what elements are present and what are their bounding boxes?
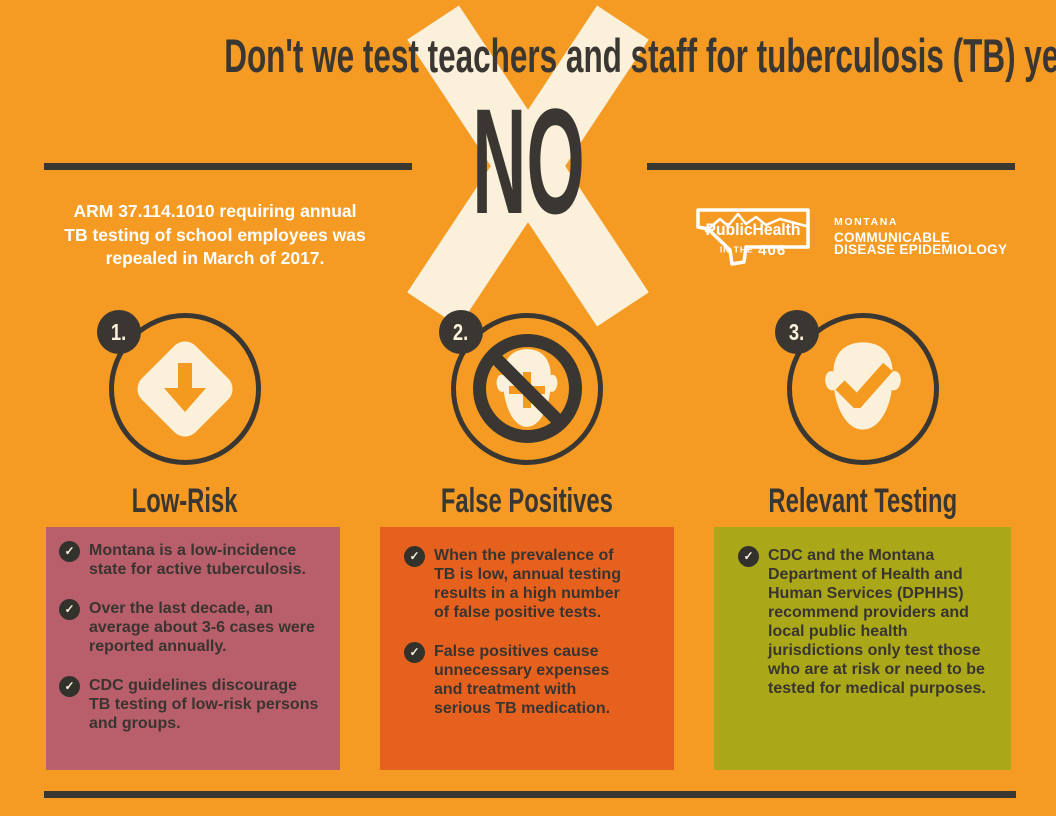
list-item-text: When the prevalence of TB is low, annual… bbox=[434, 547, 621, 621]
section-label: Low-Risk bbox=[132, 482, 238, 520]
list-item-text: CDC guidelines discourage TB testing of … bbox=[89, 677, 319, 732]
false-positives-box: ✓ When the prevalence of TB is low, annu… bbox=[380, 527, 674, 770]
circle-frame bbox=[451, 313, 603, 465]
check-circle-icon: ✓ bbox=[59, 599, 80, 620]
section-low-risk: 1. Low-Risk bbox=[65, 300, 305, 540]
list-item-text: CDC and the Montana Department of Health… bbox=[768, 547, 986, 697]
repeal-note-line: repealed in March of 2017. bbox=[105, 248, 325, 268]
check-circle-icon: ✓ bbox=[404, 546, 425, 567]
check-circle-icon: ✓ bbox=[404, 642, 425, 663]
check-circle-icon: ✓ bbox=[59, 676, 80, 697]
section-number-badge: 2. bbox=[439, 310, 483, 354]
section-number-badge: 3. bbox=[775, 310, 819, 354]
check-circle-icon: ✓ bbox=[738, 546, 759, 567]
list-item: ✓ CDC guidelines discourage TB testing o… bbox=[59, 676, 320, 733]
repeal-note-line: ARM 37.114.1010 requiring annual bbox=[73, 201, 357, 221]
section-number-badge: 1. bbox=[97, 310, 141, 354]
section-label: Relevant Testing bbox=[768, 482, 958, 520]
repeal-note: ARM 37.114.1010 requiring annual TB test… bbox=[63, 200, 367, 271]
logo-dept-line: MONTANA bbox=[834, 216, 899, 228]
logo-dept-line: COMMUNICABLE bbox=[834, 230, 951, 245]
logo-tagline: IN THE 406 bbox=[694, 242, 812, 260]
montana-state-outline-icon: PublicHealth IN THE 406 bbox=[694, 204, 812, 276]
list-item: ✓ When the prevalence of TB is low, annu… bbox=[404, 546, 628, 622]
section-relevant-testing: 3. Relevant Testing bbox=[743, 300, 983, 540]
repeal-note-line: TB testing of school employees was bbox=[64, 224, 366, 245]
low-risk-box: ✓ Montana is a low-incidence state for a… bbox=[46, 527, 340, 770]
down-arrow-icon bbox=[164, 363, 206, 412]
logo-tagline-prefix: IN THE bbox=[719, 244, 754, 255]
list-item-text: False positives cause unnecessary expens… bbox=[434, 643, 611, 717]
circle-frame bbox=[109, 313, 261, 465]
logo-dept-line: DISEASE EPIDEMIOLOGY bbox=[834, 241, 1008, 257]
logo-department-name: MONTANA COMMUNICABLE DISEASE EPIDEMIOLOG… bbox=[834, 216, 1007, 255]
answer-no-text: NO bbox=[471, 77, 585, 245]
footer-divider bbox=[44, 791, 1016, 798]
list-item: ✓ Over the last decade, an average about… bbox=[59, 599, 320, 656]
list-item-text: Over the last decade, an average about 3… bbox=[89, 600, 315, 655]
public-health-406-logo: PublicHealth IN THE 406 MONTANA COMMUNIC… bbox=[694, 204, 1007, 280]
divider-left bbox=[44, 163, 412, 170]
logo-tagline-number: 406 bbox=[758, 242, 787, 259]
divider-right bbox=[647, 163, 1015, 170]
list-item-text: Montana is a low-incidence state for act… bbox=[89, 542, 306, 578]
list-item: ✓ CDC and the Montana Department of Heal… bbox=[738, 546, 987, 698]
section-label: False Positives bbox=[441, 482, 613, 520]
section-false-positives: 2. False Positives bbox=[407, 300, 647, 540]
checkmark-icon bbox=[835, 362, 893, 408]
relevant-testing-box: ✓ CDC and the Montana Department of Heal… bbox=[714, 527, 1011, 770]
circle-frame bbox=[787, 313, 939, 465]
check-circle-icon: ✓ bbox=[59, 541, 80, 562]
logo-org-name: PublicHealth bbox=[705, 221, 801, 239]
page-title: Don't we test teachers and staff for tub… bbox=[224, 29, 1056, 82]
list-item: ✓ Montana is a low-incidence state for a… bbox=[59, 541, 320, 579]
list-item: ✓ False positives cause unnecessary expe… bbox=[404, 642, 628, 718]
